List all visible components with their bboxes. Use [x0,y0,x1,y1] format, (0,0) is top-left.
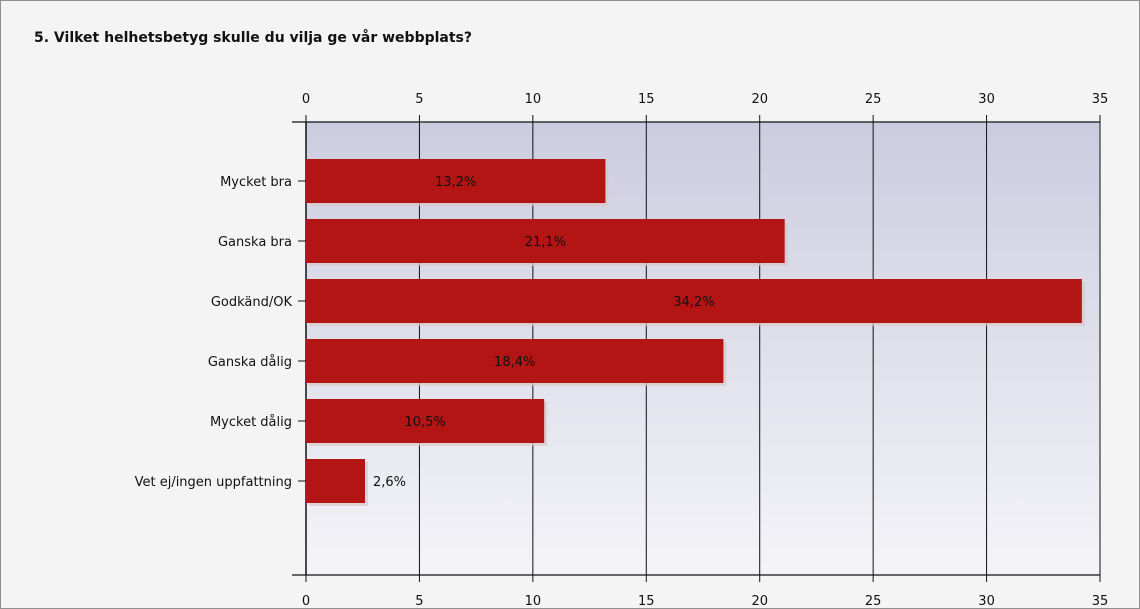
chart-title: 5. Vilket helhetsbetyg skulle du vilja g… [34,30,473,46]
x-tick-label-top: 25 [865,92,882,107]
x-tick-label-top: 20 [751,92,768,107]
x-tick-label-bottom: 15 [638,594,655,609]
x-tick-label-bottom: 5 [415,594,423,609]
x-tick-label-bottom: 30 [978,594,995,609]
bar [306,159,606,203]
x-tick-label-bottom: 0 [302,594,310,609]
x-tick-label-bottom: 25 [865,594,882,609]
category-label: Mycket bra [220,175,292,190]
data-label: 10,5% [404,415,445,430]
bar [306,459,365,503]
data-label: 13,2% [435,175,476,190]
x-tick-label-top: 0 [302,92,310,107]
x-tick-label-bottom: 35 [1092,594,1109,609]
data-label: 21,1% [525,235,566,250]
data-label: 34,2% [673,295,714,310]
category-label: Ganska dålig [208,355,292,370]
category-label: Godkänd/OK [211,295,293,310]
bar [306,279,1082,323]
x-tick-label-top: 30 [978,92,995,107]
x-tick-label-bottom: 10 [525,594,542,609]
category-label: Vet ej/ingen uppfattning [135,475,292,490]
bar [306,339,724,383]
bar [306,399,545,443]
x-tick-label-bottom: 20 [751,594,768,609]
category-label: Ganska bra [218,235,292,250]
bar [306,219,785,263]
x-tick-label-top: 5 [415,92,423,107]
x-tick-label-top: 35 [1092,92,1109,107]
data-label: 2,6% [373,475,406,490]
category-label: Mycket dålig [210,415,292,430]
x-tick-label-top: 15 [638,92,655,107]
data-label: 18,4% [494,355,535,370]
x-tick-label-top: 10 [525,92,542,107]
